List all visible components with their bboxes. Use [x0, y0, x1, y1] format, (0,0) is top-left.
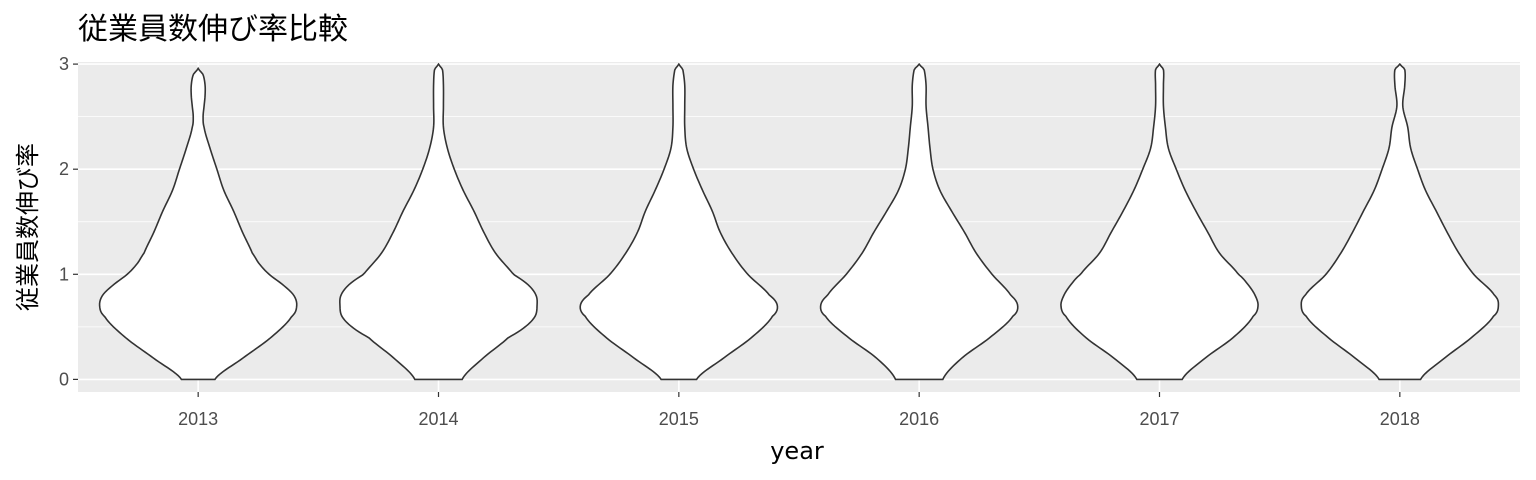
violin-2015 [579, 62, 779, 381]
y-tick-label: 1 [59, 264, 69, 284]
violin-2017 [1060, 62, 1259, 381]
y-tick-label: 0 [59, 369, 69, 389]
violin-2014 [339, 62, 538, 381]
y-axis: 0 1 2 3 [59, 54, 78, 389]
x-tick-label: 2016 [899, 409, 939, 429]
x-tick-label: 2015 [659, 409, 699, 429]
x-axis-title: year [770, 437, 824, 465]
y-tick-label: 3 [59, 54, 69, 74]
x-axis: 2013 2014 2015 2016 2017 2018 [178, 392, 1420, 429]
violins [98, 62, 1500, 381]
x-tick-label: 2018 [1380, 409, 1420, 429]
y-tick-label: 2 [59, 159, 69, 179]
violin-2013 [98, 66, 298, 381]
y-axis-title: 従業員数伸び率 [14, 143, 42, 311]
violin-2016 [819, 62, 1019, 381]
x-tick-label: 2017 [1139, 409, 1179, 429]
x-tick-label: 2014 [418, 409, 458, 429]
plot-panel [78, 62, 1520, 392]
violin-2018 [1300, 62, 1500, 381]
chart-title: 従業員数伸び率比較 [78, 12, 348, 47]
x-tick-label: 2013 [178, 409, 218, 429]
